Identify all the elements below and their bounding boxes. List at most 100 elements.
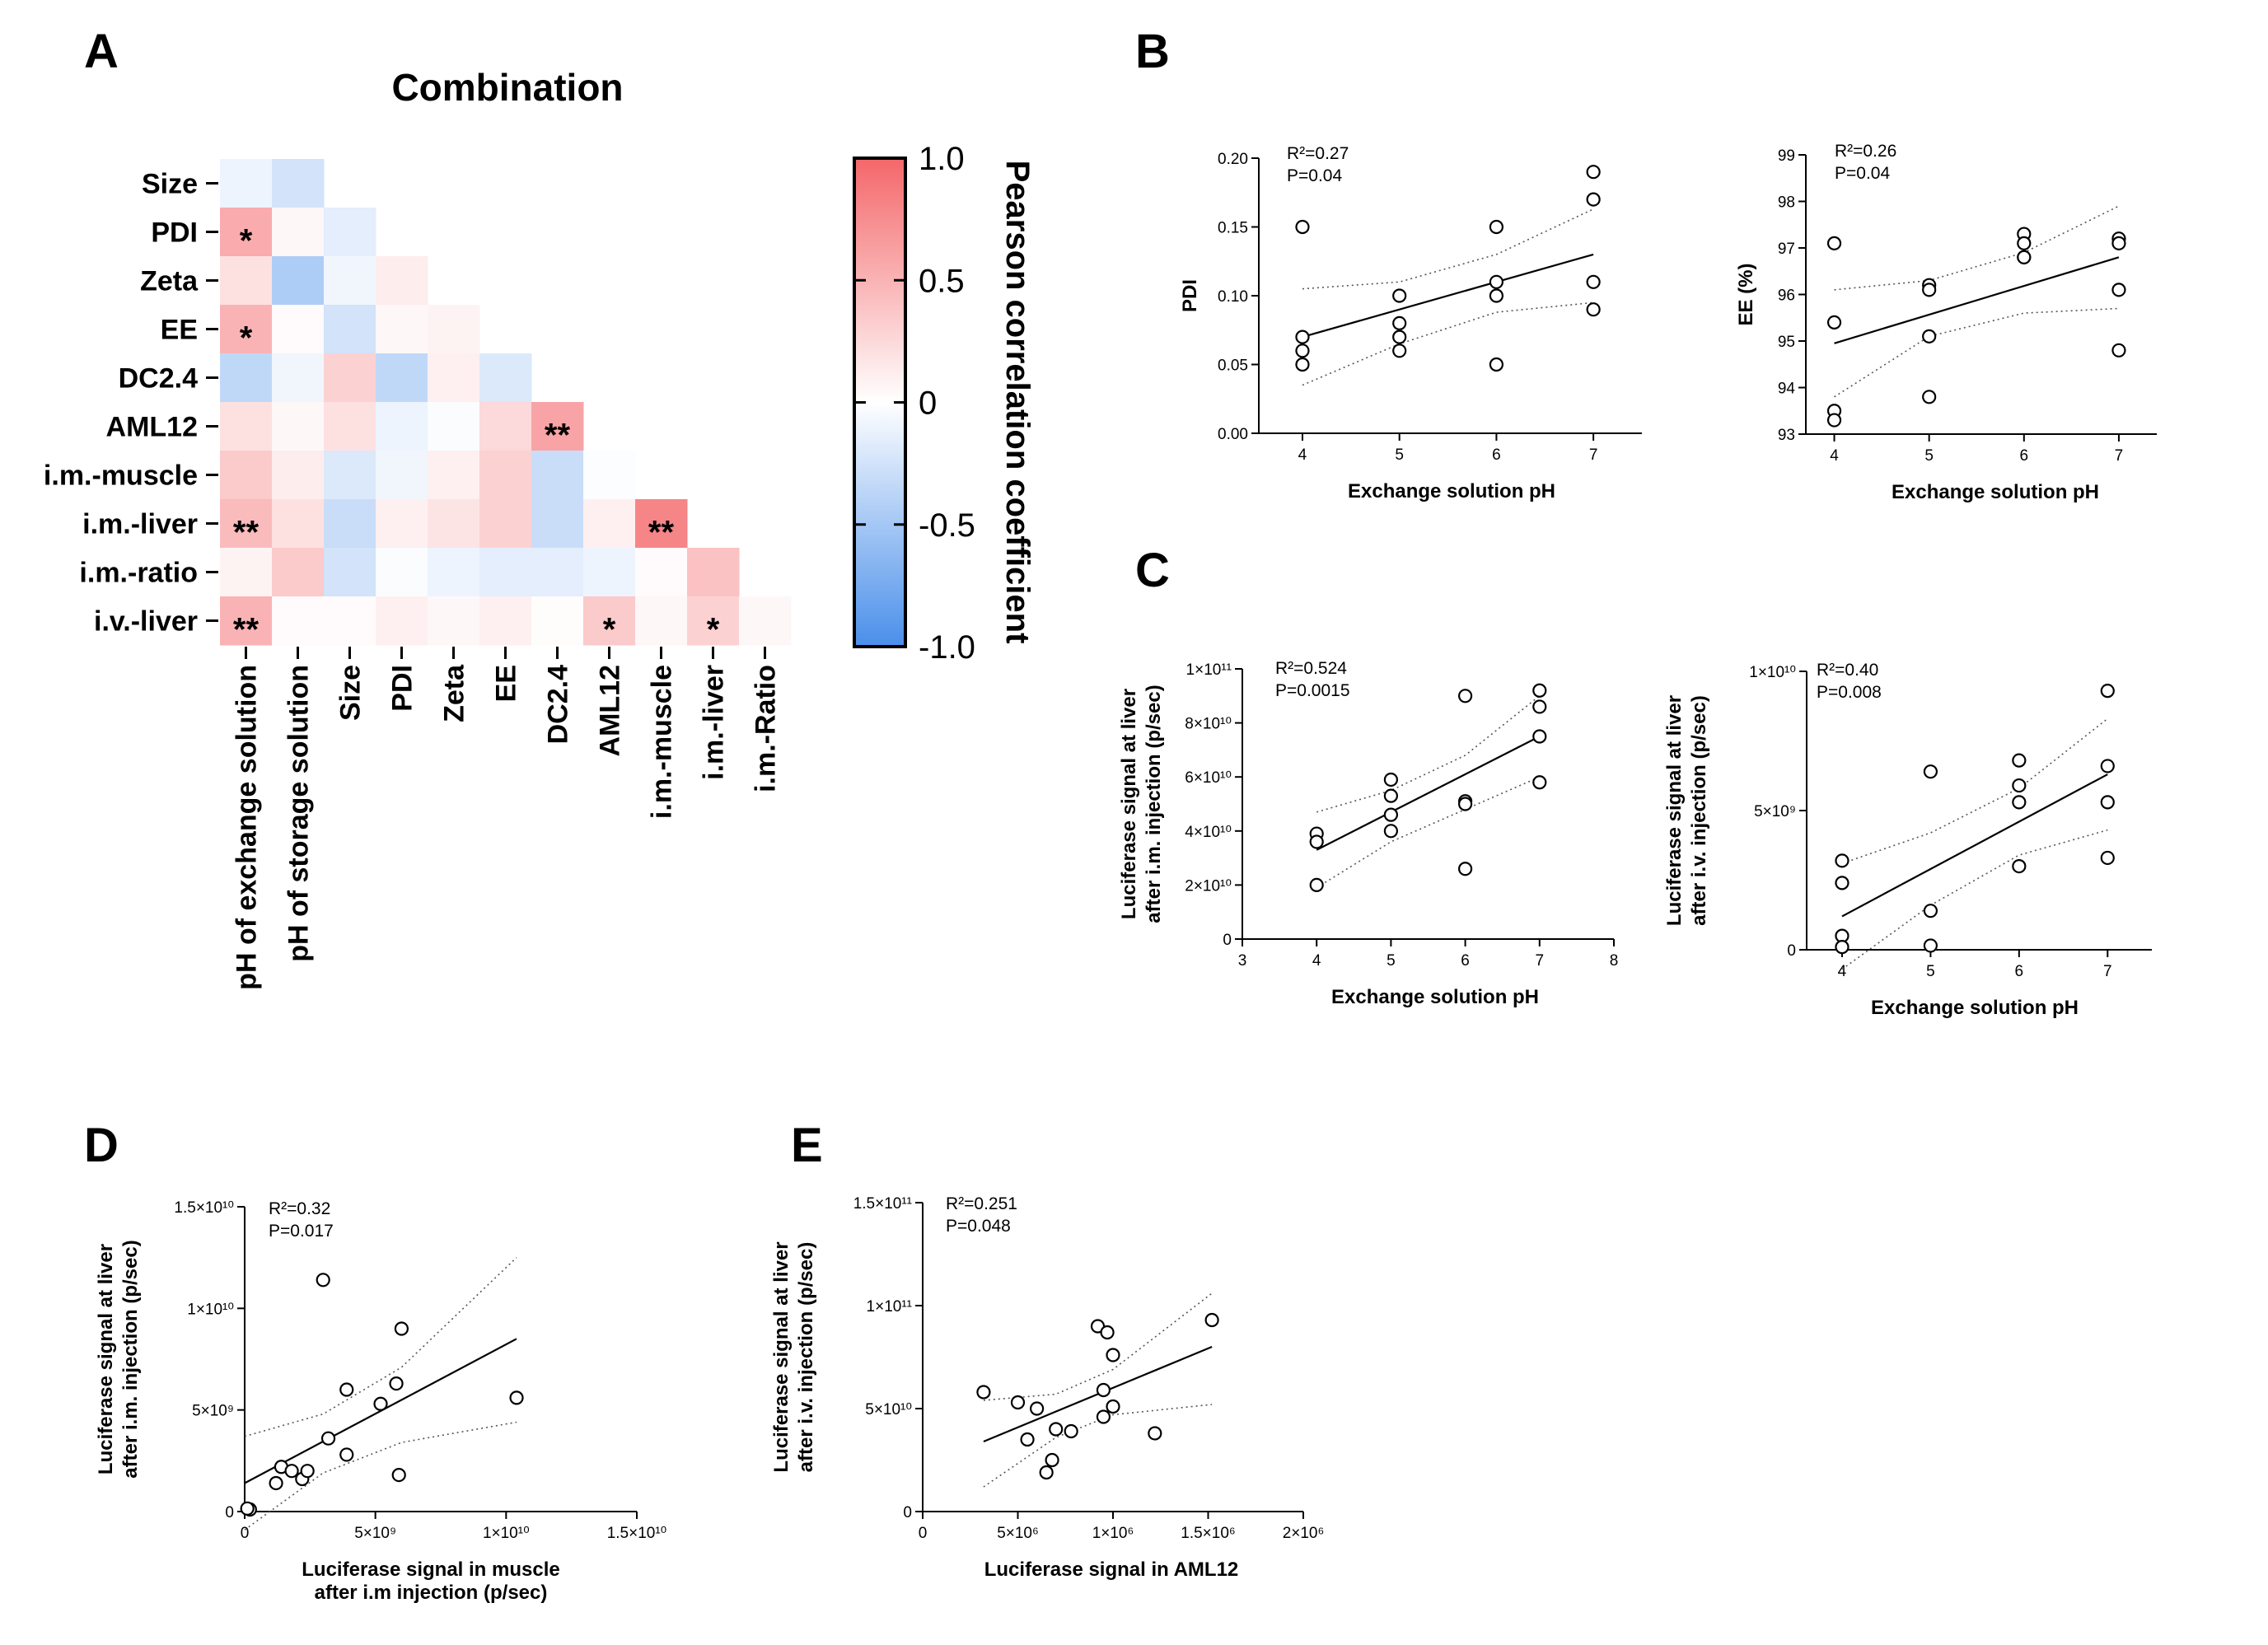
heatmap-cell [376,548,428,597]
data-point [1532,699,1547,714]
heatmap-cell [272,499,325,549]
data-point [1295,357,1310,372]
y-axis-label: Luciferase signal at liver [1663,695,1686,926]
heatmap-cell [220,402,273,451]
regression-line [1316,736,1541,851]
data-point [373,1396,388,1411]
ci-upper-band [1302,208,1594,290]
r-squared-label: R²=0.26 [1835,142,1896,161]
colorbar-label: Pearson correlation coefficient [999,161,1036,644]
data-point [1835,876,1849,890]
y-tick-label: 5×10⁹ [192,1403,234,1420]
heatmap-cell [272,451,325,500]
x-axis-label: Exchange solution pH [1892,481,2099,503]
data-point [976,1385,991,1400]
data-point [1922,283,1937,297]
data-point [1922,329,1937,343]
data-point [1383,824,1399,839]
data-point [269,1475,283,1491]
data-point [1457,862,1473,876]
heatmap-cell [324,256,376,306]
panel-letter-C: C [1135,544,1170,597]
y-tick-label: 99 [1778,147,1795,165]
data-point [1489,288,1504,303]
y-tick-label: 0 [903,1504,912,1521]
data-point [1826,315,1842,329]
heatmap-cell [324,402,376,451]
data-point [1826,413,1842,428]
heatmap-cell [324,305,376,354]
x-axis-label: Exchange solution pH [1871,997,2079,1019]
heatmap-cell [220,208,273,257]
x-tick-label: 8 [1610,952,1619,970]
y-tick-label: 97 [1778,241,1795,258]
heatmap-cell [531,548,584,597]
heatmap-col-label: AML12 [595,665,626,756]
scatter-panel-E: 0 5×10¹⁰ 1×10¹¹ 1.5×10¹¹ 0 5×10⁶ 1×10⁶ 1.5×10⁶ 2… [770,1194,1324,1581]
heatmap-row-label: i.m.-ratio [79,558,198,589]
regression-line [244,1338,517,1484]
heatmap-cell [272,256,325,306]
data-point [2012,753,2027,768]
significance-mark: ** [233,612,260,648]
data-point [1392,315,1407,330]
heatmap-cell [376,256,428,306]
heatmap-cell [220,353,273,403]
heatmap-cell [220,159,273,208]
data-point [1489,357,1504,372]
x-axis-label-line2: after i.m injection (p/sec) [315,1582,548,1604]
heatmap-cell [376,451,428,500]
heatmap-cell [583,596,636,646]
y-tick-label: 2×10¹⁰ [1185,877,1232,895]
y-axis-label: after i.v. injection (p/sec) [795,1242,817,1473]
ci-lower-band [1316,776,1541,889]
x-tick-label: 4 [1312,952,1321,970]
heatmap-cell [428,305,480,354]
colorbar-tick-label: -1.0 [919,629,975,666]
p-value-label: P=0.017 [269,1222,334,1241]
data-point [1532,775,1547,790]
heatmap-cell [531,499,584,549]
ci-lower-band [983,1404,1213,1488]
heatmap-cell [376,402,428,451]
data-point [2100,795,2115,810]
r-squared-label: R²=0.251 [946,1194,1017,1213]
data-point [1010,1395,1026,1410]
y-tick-label: 94 [1778,381,1796,398]
scatter-panel-B1: 0.00 0.05 0.10 0.15 0.20 4 5 6 7 R²=0.27 P=0.04 Exc… [1179,144,1642,502]
y-axis-label: after i.m. injection (p/sec) [119,1240,142,1478]
data-point [339,1382,354,1397]
x-tick-label: 5 [1387,952,1396,970]
y-tick-label: 1×10¹¹ [867,1298,912,1316]
data-point [1835,940,1849,955]
data-point [1835,853,1849,868]
data-point [2111,236,2126,250]
heatmap-cell [635,499,688,549]
y-tick-label: 98 [1778,194,1795,212]
heatmap-cell [272,208,325,257]
y-tick-label: 5×10¹⁰ [865,1401,912,1418]
x-axis-label: Exchange solution pH [1331,986,1539,1008]
x-tick-label: 5×10⁶ [997,1525,1039,1542]
heatmap-cell [272,305,325,354]
data-point [1392,288,1407,303]
heatmap-cell [376,305,428,354]
x-tick-label: 5×10⁹ [354,1525,396,1542]
heatmap-cell [220,305,273,354]
heatmap-col-label: pH of storage solution [283,665,315,962]
heatmap-row-label: i.v.-liver [94,606,198,638]
heatmap-cell [324,451,376,500]
heatmap-cell [428,548,480,597]
data-point [1457,689,1473,703]
x-tick-label: 6 [2015,963,2024,980]
data-point [1049,1422,1064,1437]
heatmap-cell [635,596,688,646]
panel-letter-D: D [84,1119,119,1172]
heatmap-cell [531,402,584,451]
data-point [1039,1465,1054,1480]
x-tick-label: 4 [1830,447,1839,465]
x-tick-label: 1×10¹⁰ [483,1525,530,1542]
data-point [1586,165,1601,180]
x-tick-label: 7 [2103,963,2112,980]
x-tick-label: 0 [241,1525,250,1542]
